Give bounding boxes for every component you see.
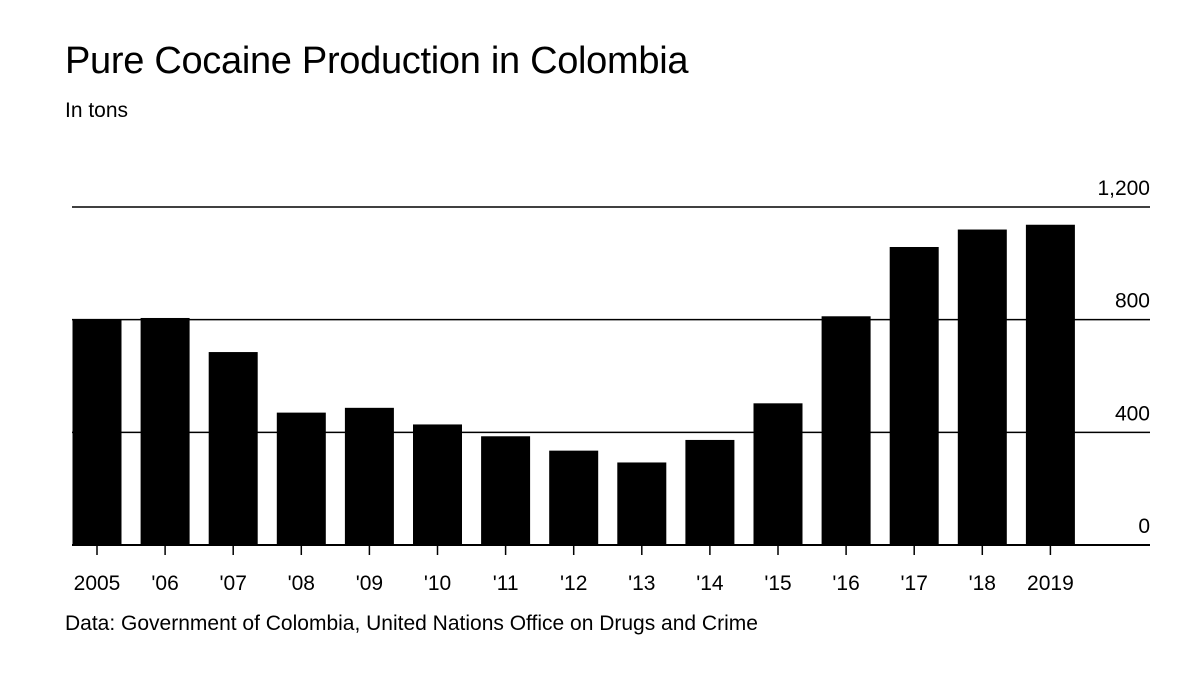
x-tick-label: '15 bbox=[764, 572, 791, 595]
x-tick-label: '13 bbox=[628, 572, 655, 595]
bar bbox=[276, 412, 326, 545]
bar bbox=[957, 229, 1007, 546]
bar bbox=[821, 316, 871, 545]
chart-subtitle: In tons bbox=[65, 99, 129, 122]
x-tick-label: '09 bbox=[356, 572, 383, 595]
x-tick-label: '18 bbox=[969, 572, 996, 595]
x-tick-label: '08 bbox=[288, 572, 315, 595]
bar bbox=[685, 439, 735, 545]
y-tick-labels: 0 400 800 1,200 bbox=[1097, 177, 1150, 538]
y-tick-label: 400 bbox=[1115, 402, 1150, 425]
chart-title: Pure Cocaine Production in Colombia bbox=[65, 40, 689, 82]
x-tick-labels: 2005 '06 '07 '08 '09 '10 '11 '12 '13 '14 '15 '16 '17… bbox=[74, 572, 1074, 595]
bar bbox=[481, 436, 531, 545]
bar bbox=[413, 424, 462, 545]
x-tick-label: '12 bbox=[560, 572, 587, 595]
x-tick-label: '17 bbox=[901, 572, 928, 595]
x-tick-label: '14 bbox=[696, 572, 724, 595]
bar bbox=[549, 450, 599, 545]
bar bbox=[617, 462, 667, 545]
bars bbox=[72, 224, 1075, 546]
x-tick-label: '06 bbox=[151, 572, 178, 595]
bar bbox=[208, 352, 258, 545]
x-tick-label: 2019 bbox=[1027, 572, 1074, 595]
x-tick-label: '10 bbox=[424, 572, 451, 595]
x-tick-label: '16 bbox=[832, 572, 859, 595]
source-note: Data: Government of Colombia, United Nat… bbox=[65, 612, 758, 635]
y-tick-label: 1,200 bbox=[1097, 177, 1150, 200]
y-tick-label: 0 bbox=[1138, 515, 1150, 538]
x-tick-label: '11 bbox=[493, 572, 519, 595]
bar bbox=[1025, 224, 1075, 545]
bar bbox=[72, 319, 122, 545]
bar bbox=[140, 317, 190, 545]
bar bbox=[889, 246, 939, 545]
x-tick-label: '07 bbox=[220, 572, 247, 595]
x-tick-label: 2005 bbox=[74, 572, 121, 595]
bar bbox=[753, 403, 803, 545]
y-tick-label: 800 bbox=[1115, 290, 1150, 313]
bar bbox=[344, 407, 394, 545]
